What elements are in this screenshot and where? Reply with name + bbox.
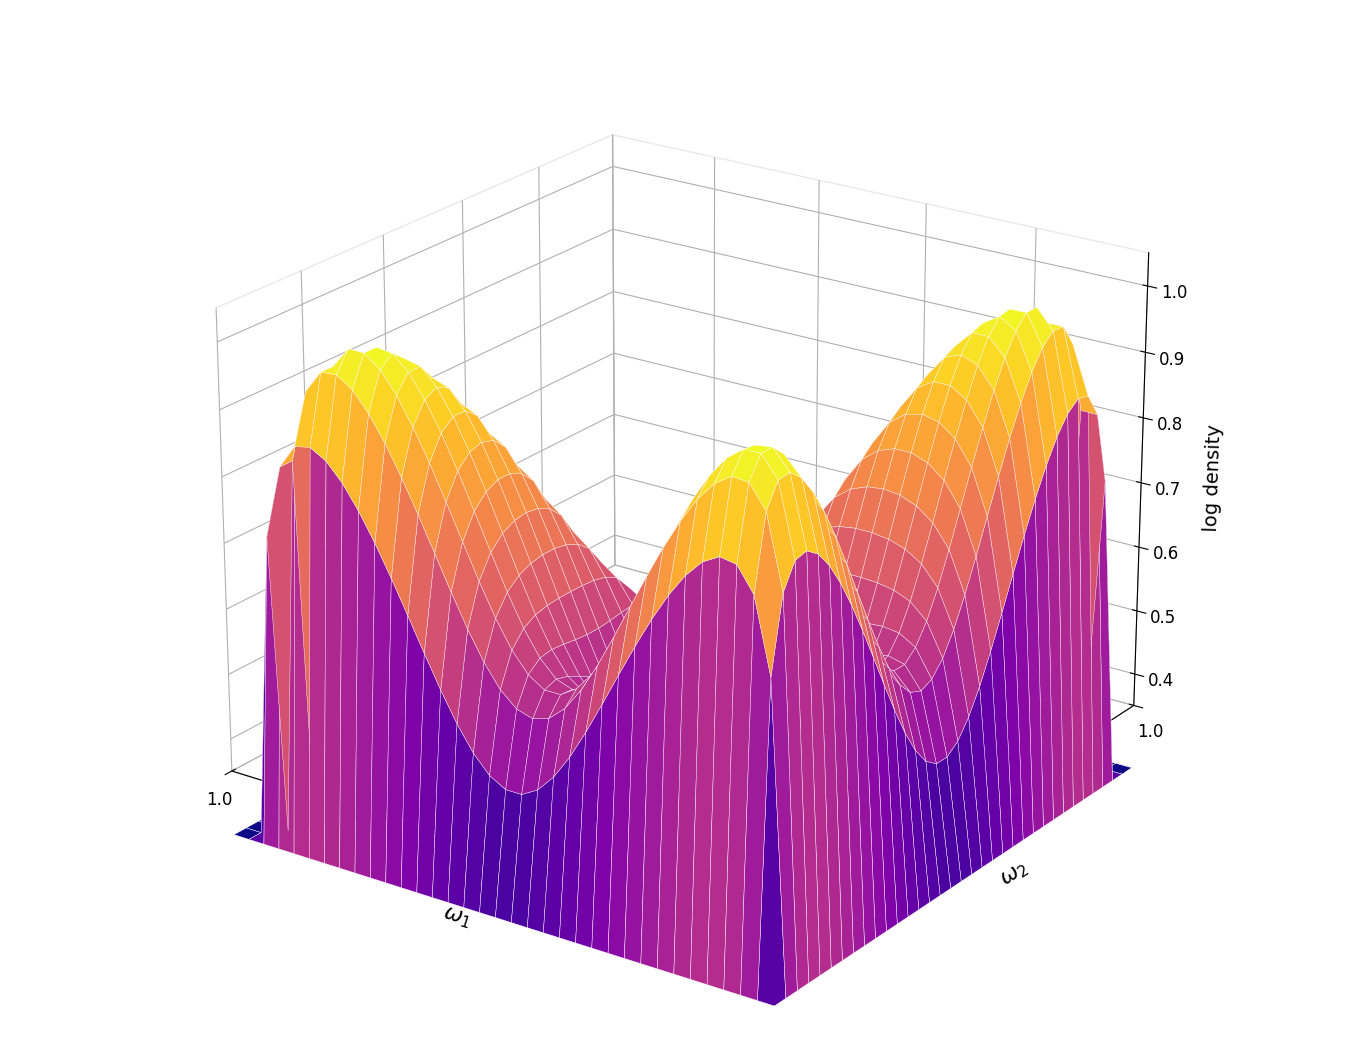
X-axis label: $\omega_1$: $\omega_1$ (440, 905, 474, 932)
Y-axis label: $\omega_2$: $\omega_2$ (998, 858, 1033, 891)
